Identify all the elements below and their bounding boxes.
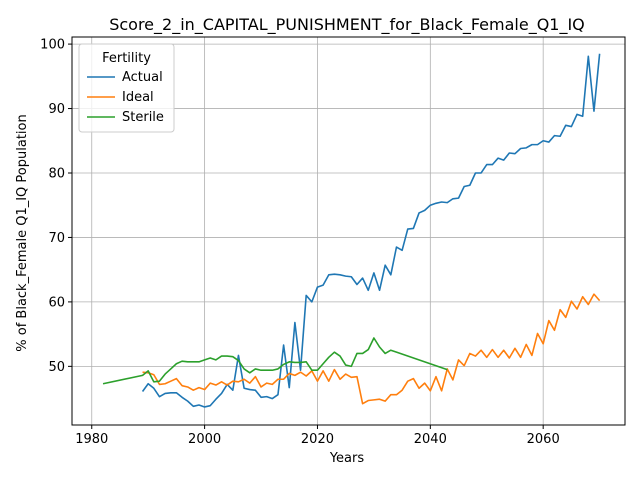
y-tick-label: 80 [48, 166, 65, 181]
series-layer [102, 53, 601, 408]
y-tick-label: 70 [48, 231, 65, 246]
legend-box [78, 43, 175, 133]
y-tick-label: 60 [48, 295, 65, 310]
plot-frame [71, 36, 626, 426]
x-tick-label: 1980 [75, 432, 108, 447]
x-tick-label: 2020 [301, 432, 334, 447]
legend-label-ideal: Ideal [122, 90, 154, 105]
legend-label-actual: Actual [122, 70, 163, 85]
series-line-ideal [142, 293, 601, 405]
y-tick-label: 100 [40, 38, 65, 53]
legend: Fertility Actual Ideal Sterile [78, 43, 175, 133]
x-tick-label: 2060 [527, 432, 560, 447]
series-line-actual [141, 53, 601, 408]
x-axis: 1980 2000 2020 2040 2060 [75, 425, 560, 447]
y-tick-label: 90 [48, 102, 65, 117]
series-line-sterile [102, 337, 448, 385]
legend-title: Fertility [102, 51, 151, 66]
y-tick-label: 50 [48, 360, 65, 375]
chart-title: Score_2_in_CAPITAL_PUNISHMENT_for_Black_… [109, 15, 585, 35]
x-axis-label: Years [329, 451, 365, 466]
legend-label-sterile: Sterile [122, 110, 164, 125]
y-axis: 50 60 70 80 90 100 [40, 38, 72, 375]
x-tick-label: 2040 [414, 432, 447, 447]
y-axis-label: % of Black_Female Q1_IQ Population [15, 114, 30, 351]
x-tick-label: 2000 [188, 432, 221, 447]
